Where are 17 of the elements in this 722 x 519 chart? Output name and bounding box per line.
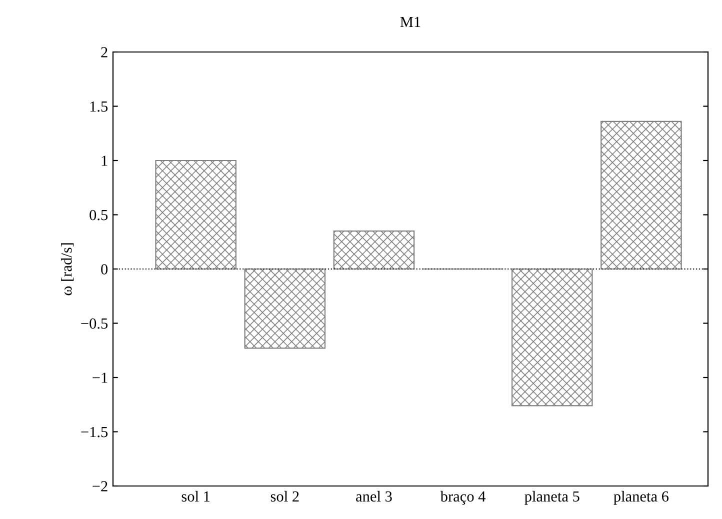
x-tick-label: anel 3 bbox=[356, 490, 392, 502]
x-tick-label: planeta 5 bbox=[524, 490, 580, 505]
y-tick-label: 0 bbox=[101, 264, 108, 274]
x-tick-label: sol 1 bbox=[182, 490, 210, 502]
x-tick-label: braço 4 bbox=[440, 490, 486, 505]
y-tick-label: −1.5 bbox=[81, 426, 108, 438]
y-tick-label: −1 bbox=[92, 372, 108, 383]
y-tick-label: −2 bbox=[92, 481, 108, 492]
x-tick-label: sol 2 bbox=[270, 490, 299, 502]
chart-title: M1 bbox=[400, 16, 420, 27]
y-tick-label: 0.5 bbox=[90, 210, 108, 220]
y-tick-label: 1 bbox=[102, 156, 108, 166]
y-tick-label: 1.5 bbox=[90, 101, 108, 112]
y-tick-label: 2 bbox=[101, 47, 108, 58]
y-axis-title: ω [rad/s] bbox=[61, 243, 74, 296]
y-tick-label: −0.5 bbox=[81, 318, 108, 329]
x-tick-label: planeta 6 bbox=[614, 490, 669, 505]
